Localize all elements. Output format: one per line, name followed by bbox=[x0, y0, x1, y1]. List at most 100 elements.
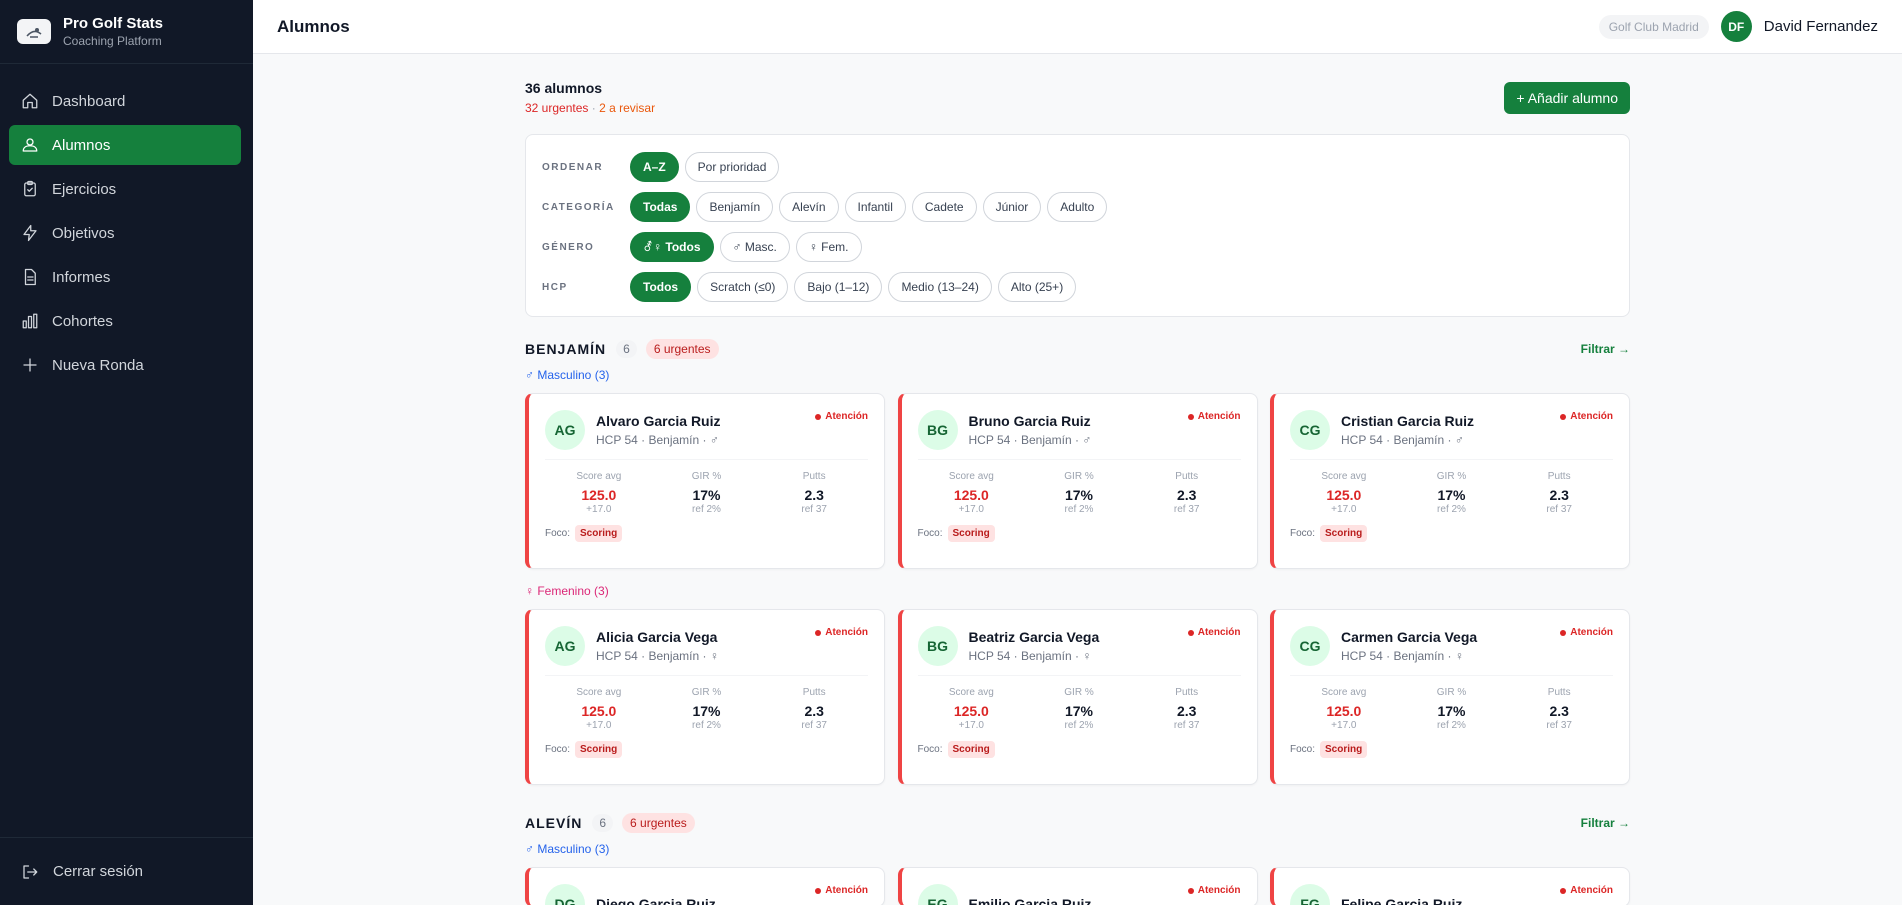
stat-sub: ref 2% bbox=[692, 720, 721, 731]
sidebar-nav: Dashboard Alumnos Ejercicios Objetivos I… bbox=[0, 64, 253, 385]
sidebar-item-objetivos[interactable]: Objetivos bbox=[9, 213, 241, 253]
stat-value: 17% bbox=[692, 703, 721, 719]
student-card[interactable]: FG Felipe Garcia Ruiz Atención bbox=[1270, 867, 1630, 905]
category-chip-alevin[interactable]: Alevín bbox=[779, 192, 839, 222]
student-card[interactable]: CG Carmen Garcia Vega HCP 54 · Benjamín … bbox=[1270, 609, 1630, 785]
attention-badge: Atención bbox=[1560, 885, 1613, 896]
attention-label: Atención bbox=[1570, 627, 1613, 638]
stats-row: Score avg 125.0 +17.0 GIR % 17% ref 2% P… bbox=[918, 686, 1241, 732]
stats-row: Score avg 125.0 +17.0 GIR % 17% ref 2% P… bbox=[918, 470, 1241, 516]
gender-chip-masc[interactable]: ♂ Masc. bbox=[719, 232, 790, 262]
student-name: Diego Garcia Ruiz bbox=[596, 895, 716, 905]
stat-score: Score avg 125.0 +17.0 bbox=[545, 470, 653, 516]
category-chip-cadete[interactable]: Cadete bbox=[911, 192, 977, 222]
student-avatar: EG bbox=[917, 883, 958, 905]
category-chip-todas[interactable]: Todas bbox=[630, 192, 691, 222]
sidebar-item-cohortes[interactable]: Cohortes bbox=[9, 301, 241, 341]
student-avatar: CG bbox=[1290, 625, 1330, 666]
student-name: Emilio Garcia Ruiz bbox=[968, 895, 1092, 905]
section-filter-link[interactable]: Filtrar → bbox=[1580, 816, 1630, 830]
category-chip-infantil[interactable]: Infantil bbox=[844, 192, 906, 222]
sidebar-item-ejercicios[interactable]: Ejercicios bbox=[9, 169, 241, 209]
alert-dot-icon bbox=[815, 887, 822, 894]
add-student-button[interactable]: + Añadir alumno bbox=[1504, 82, 1630, 114]
attention-label: Atención bbox=[1197, 885, 1241, 896]
attention-badge: Atención bbox=[815, 411, 868, 422]
category-chip-benjamin[interactable]: Benjamín bbox=[696, 192, 774, 222]
stats-row: Score avg 125.0 +17.0 GIR % 17% ref 2% P… bbox=[545, 686, 868, 732]
sort-chip-az[interactable]: A–Z bbox=[630, 152, 679, 182]
student-name: Carmen Garcia Vega bbox=[1341, 629, 1478, 645]
topbar: Alumnos Golf Club Madrid DF David Fernan… bbox=[253, 0, 1902, 54]
section-filter-link[interactable]: Filtrar → bbox=[1580, 342, 1630, 356]
stat-label: Putts bbox=[1547, 687, 1571, 698]
attention-label: Atención bbox=[1570, 885, 1613, 896]
users-icon bbox=[21, 136, 39, 154]
filter-label: CATEGORÍA bbox=[542, 201, 615, 213]
student-meta: HCP 54 · Benjamín · ♀ bbox=[596, 649, 719, 663]
student-card[interactable]: AG Alicia Garcia Vega HCP 54 · Benjamín … bbox=[525, 609, 885, 785]
focus-badge: Scoring bbox=[947, 741, 995, 758]
hcp-chip-bajo[interactable]: Bajo (1–12) bbox=[794, 272, 883, 302]
student-card[interactable]: AG Alvaro Garcia Ruiz HCP 54 · Benjamín … bbox=[525, 393, 885, 569]
stat-putts: Putts 2.3 ref 37 bbox=[760, 470, 868, 516]
stat-sub: ref 37 bbox=[1546, 504, 1572, 515]
logout-button[interactable]: Cerrar sesión bbox=[0, 837, 253, 905]
stat-sub: +17.0 bbox=[586, 504, 612, 515]
stat-label: Score avg bbox=[948, 471, 994, 482]
hcp-chip-medio[interactable]: Medio (13–24) bbox=[888, 272, 992, 302]
stat-value: 125.0 bbox=[581, 487, 617, 503]
stat-label: Score avg bbox=[576, 471, 622, 482]
stats-row: Score avg 125.0 +17.0 GIR % 17% ref 2% P… bbox=[1290, 470, 1613, 516]
user-avatar[interactable]: DF bbox=[1720, 11, 1752, 42]
focus-label: Foco: bbox=[917, 528, 943, 539]
stat-putts: Putts 2.3 ref 37 bbox=[1133, 686, 1241, 732]
stat-sub: ref 37 bbox=[801, 720, 827, 731]
plus-icon bbox=[21, 356, 39, 374]
student-card[interactable]: BG Beatriz Garcia Vega HCP 54 · Benjamín… bbox=[897, 609, 1258, 785]
stat-label: GIR % bbox=[1436, 471, 1467, 482]
stat-label: Putts bbox=[1175, 471, 1199, 482]
stat-score: Score avg 125.0 +17.0 bbox=[1290, 470, 1398, 516]
attention-label: Atención bbox=[825, 885, 868, 896]
sidebar-item-dashboard[interactable]: Dashboard bbox=[9, 81, 241, 121]
stat-gir: GIR % 17% ref 2% bbox=[1398, 470, 1506, 516]
stat-sub: +17.0 bbox=[958, 720, 984, 731]
filter-row-categoria: CATEGORÍA Todas Benjamín Alevín Infantil… bbox=[542, 187, 1613, 227]
student-card[interactable]: CG Cristian Garcia Ruiz HCP 54 · Benjamí… bbox=[1270, 393, 1630, 569]
student-card[interactable]: BG Bruno Garcia Ruiz HCP 54 · Benjamín ·… bbox=[897, 393, 1258, 569]
category-chip-adulto[interactable]: Adulto bbox=[1047, 192, 1108, 222]
user-name[interactable]: David Fernandez bbox=[1763, 18, 1878, 35]
section-title: ALEVÍN bbox=[525, 815, 583, 831]
stat-label: Score avg bbox=[1321, 471, 1367, 482]
male-group-label: ♂ Masculino (3) bbox=[525, 842, 610, 856]
stat-value: 2.3 bbox=[1176, 703, 1197, 719]
student-card[interactable]: EG Emilio Garcia Ruiz Atención bbox=[897, 867, 1258, 905]
stat-putts: Putts 2.3 ref 37 bbox=[760, 686, 868, 732]
brand[interactable]: Pro Golf Stats Coaching Platform bbox=[0, 0, 253, 64]
separator: · bbox=[588, 101, 600, 115]
sidebar-item-informes[interactable]: Informes bbox=[9, 257, 241, 297]
card-grid: AG Alicia Garcia Vega HCP 54 · Benjamín … bbox=[525, 609, 1630, 785]
category-chip-junior[interactable]: Júnior bbox=[982, 192, 1042, 222]
hcp-chip-todos[interactable]: Todos bbox=[630, 272, 692, 302]
gender-chip-fem[interactable]: ♀ Fem. bbox=[795, 232, 862, 262]
stat-label: GIR % bbox=[691, 687, 722, 698]
stat-label: Putts bbox=[1175, 687, 1199, 698]
stat-value: 17% bbox=[1437, 703, 1466, 719]
focus-row: Foco: Scoring bbox=[918, 741, 1241, 758]
sort-chip-priority[interactable]: Por prioridad bbox=[684, 152, 780, 182]
hcp-chip-scratch[interactable]: Scratch (≤0) bbox=[697, 272, 789, 302]
student-card[interactable]: DG Diego Garcia Ruiz Atención bbox=[525, 867, 885, 905]
hcp-chip-alto[interactable]: Alto (25+) bbox=[997, 272, 1077, 302]
golf-logo-icon bbox=[17, 19, 51, 44]
gender-chip-todos[interactable]: ⚦♀ Todos bbox=[630, 232, 714, 262]
sidebar-item-label: Cohortes bbox=[52, 312, 113, 330]
sidebar-item-alumnos[interactable]: Alumnos bbox=[9, 125, 241, 165]
section-urgent-badge: 6 urgentes bbox=[645, 339, 719, 359]
club-badge: Golf Club Madrid bbox=[1598, 14, 1709, 39]
sidebar-item-nueva-ronda[interactable]: Nueva Ronda bbox=[9, 345, 241, 385]
stat-sub: ref 2% bbox=[1437, 720, 1466, 731]
focus-row: Foco: Scoring bbox=[545, 525, 868, 542]
stats-row: Score avg 125.0 +17.0 GIR % 17% ref 2% P… bbox=[545, 470, 868, 516]
